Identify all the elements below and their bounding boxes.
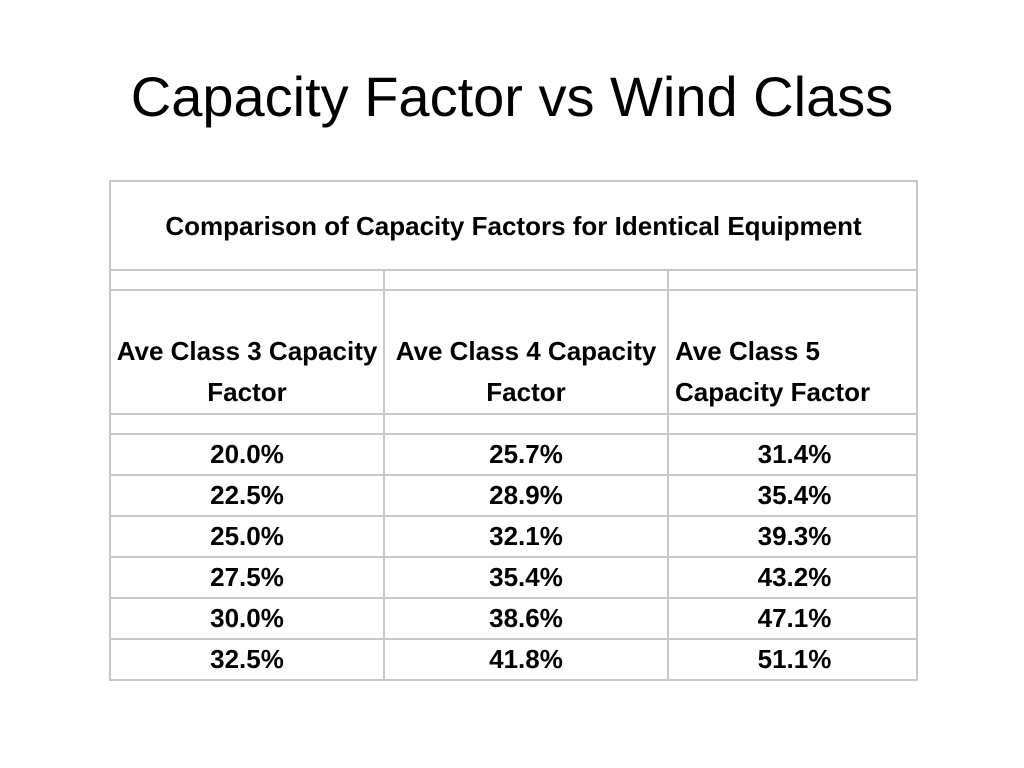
table-row: 25.0% 32.1% 39.3% (109, 515, 919, 558)
table-cell: 32.5% (109, 638, 385, 681)
table-row: 30.0% 38.6% 47.1% (109, 597, 919, 640)
table-cell: 22.5% (109, 474, 385, 517)
table-cell: 35.4% (666, 474, 919, 517)
column-header-class-3: Ave Class 3 Capacity Factor (109, 289, 385, 415)
slide-title: Capacity Factor vs Wind Class (130, 65, 894, 128)
table-row: 20.0% 25.7% 31.4% (109, 433, 919, 476)
capacity-factor-table: Comparison of Capacity Factors for Ident… (108, 180, 919, 681)
table-cell: 31.4% (666, 433, 919, 476)
table-row: 22.5% 28.9% 35.4% (109, 474, 919, 517)
table-cell: 35.4% (383, 556, 669, 599)
table-cell: 38.6% (383, 597, 669, 640)
table-row: 32.5% 41.8% 51.1% (109, 638, 919, 681)
table-cell: 20.0% (109, 433, 385, 476)
table-cell: 28.9% (383, 474, 669, 517)
empty-cell (383, 413, 669, 435)
table-cell: 25.0% (109, 515, 385, 558)
table-caption: Comparison of Capacity Factors for Ident… (108, 180, 919, 271)
table-cell: 27.5% (109, 556, 385, 599)
table-cell: 39.3% (666, 515, 919, 558)
empty-cell (383, 269, 669, 291)
table-cell: 51.1% (666, 638, 919, 681)
table-caption-row: Comparison of Capacity Factors for Ident… (108, 180, 919, 271)
table-cell: 25.7% (383, 433, 669, 476)
table-header-row: Ave Class 3 Capacity Factor Ave Class 4 … (109, 289, 919, 415)
table-cell: 30.0% (109, 597, 385, 640)
column-header-class-5: Ave Class 5 Capacity Factor (666, 289, 919, 415)
empty-cell (109, 413, 385, 435)
empty-cell (666, 269, 919, 291)
column-header-class-4: Ave Class 4 Capacity Factor (383, 289, 669, 415)
table-cell: 32.1% (383, 515, 669, 558)
empty-cell (109, 269, 385, 291)
spacer-row (109, 269, 919, 291)
empty-cell (666, 413, 919, 435)
table-cell: 41.8% (383, 638, 669, 681)
table-row: 27.5% 35.4% 43.2% (109, 556, 919, 599)
spacer-row (109, 413, 919, 435)
table-cell: 43.2% (666, 556, 919, 599)
table-cell: 47.1% (666, 597, 919, 640)
